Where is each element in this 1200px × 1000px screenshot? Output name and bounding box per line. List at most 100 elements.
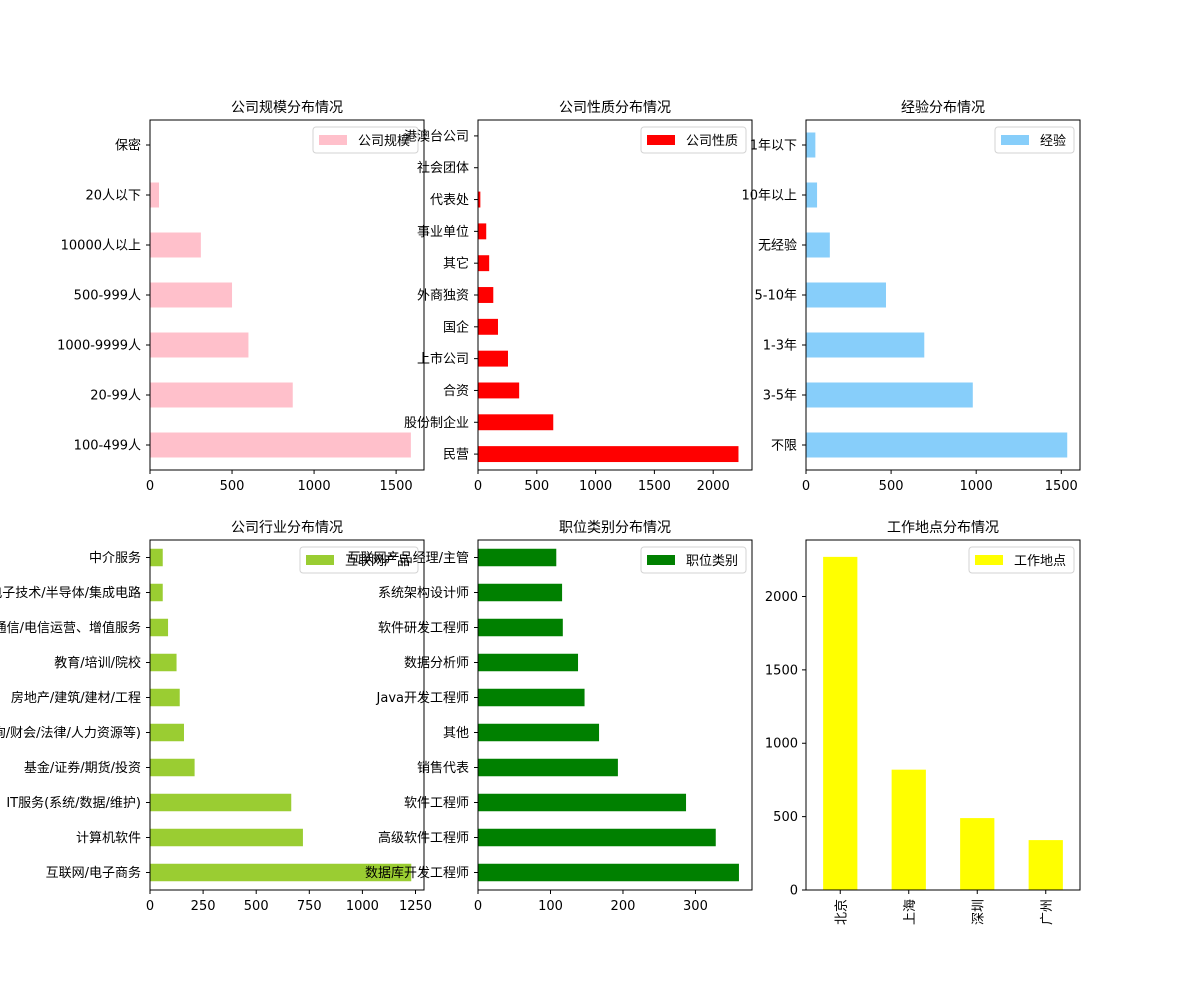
bar [478,318,498,335]
y-tick-label: 软件工程师 [404,796,469,811]
bar [478,653,579,672]
y-tick-label: 民营 [443,448,469,463]
y-tick-label: 基金/证券/期货/投资 [24,760,141,776]
bar [478,191,481,208]
y-tick-label: 不限 [771,439,797,454]
x-tick-label: 1000 [960,479,993,494]
y-tick-label: 1年以下 [750,139,797,154]
x-tick-label: 500 [220,479,245,494]
y-tick-label: 合资 [443,384,469,399]
chart-title: 工作地点分布情况 [887,520,999,536]
y-tick-label: 代表处 [430,193,469,208]
bar [478,618,563,637]
y-tick-label: Java开发工程师 [376,690,469,706]
x-tick-label: 250 [191,899,216,914]
bar [806,382,973,408]
y-tick-label: 10年以上 [741,189,797,204]
y-tick-label: 外商独资 [417,289,469,304]
x-tick-label: 100 [538,899,563,914]
bar [478,446,739,463]
bar [478,350,508,367]
x-tick-label: 500 [244,899,269,914]
legend: 工作地点 [968,546,1075,574]
bar [806,432,1068,458]
legend-label: 经验 [1040,133,1066,149]
bar [150,863,412,882]
bar [478,723,600,742]
legend: 互联网产品 [299,546,419,574]
x-tick-label: 1250 [399,899,432,914]
legend-label: 公司性质 [686,134,738,149]
bar [478,828,716,847]
bar [478,583,563,602]
y-tick-label: 500-999人 [74,289,141,304]
bar [478,223,487,240]
legend-label: 工作地点 [1014,554,1066,569]
x-tick-label: 0 [802,479,810,494]
legend-swatch [647,555,675,565]
y-tick-label: 社会团体 [417,160,469,176]
chart-company-type: 民营 股份制企业 合资 上市公司 国企 外商独资 其它 事业单位 代表处 社会团体 港澳台公司 0 50… [404,100,753,494]
bar [478,414,554,431]
x-tick-label: 500 [524,479,549,494]
bar [150,382,293,408]
bar [150,432,411,458]
bar [823,556,858,890]
bar [150,332,249,358]
x-tick-label: 2000 [697,479,730,494]
axes-frame [805,119,1081,471]
x-tick-label: 1000 [298,479,331,494]
y-tick-label: 通信/电信运营、增值服务 [0,620,141,636]
chart-title: 公司规模分布情况 [231,100,343,116]
bar [150,758,195,777]
x-tick-label: 750 [297,899,322,914]
axes-frame [149,539,425,891]
y-tick-label: 数据库开发工程师 [365,865,469,881]
y-tick-label: 其他 [443,726,469,741]
chart-job-category: 数据库开发工程师 高级软件工程师 软件工程师 销售代表 其他 Java开发工程师 数据分析师… [348,520,753,914]
bar [806,182,818,208]
x-tick-label: 1000 [579,479,612,494]
y-tick-label: 事业单位 [417,225,469,240]
legend-frame [968,546,1075,574]
legend: 经验 [994,126,1075,154]
legend-swatch [647,135,675,145]
x-tick-label: 北京 [834,899,849,925]
y-tick-label: 1000-9999人 [57,339,141,354]
bar [478,255,490,272]
y-tick-label: 无经验 [758,238,797,254]
y-tick-label: 上市公司 [417,351,469,367]
bar [150,793,292,812]
legend-label: 互联网产品 [345,554,410,569]
legend-label: 公司规模 [358,134,410,149]
y-tick-label: 港澳台公司 [404,128,469,144]
bar [478,287,494,303]
legend-frame [994,126,1075,154]
y-tick-label: 专业服务(咨询/财会/法律/人力资源等) [0,725,141,741]
y-tick-label: 20-99人 [90,389,141,404]
y-tick-label: 高级软件工程师 [378,830,469,846]
y-tick-label: 其它 [443,256,469,272]
x-tick-label: 0 [474,479,482,494]
y-tick-label: 1-3年 [763,339,797,354]
x-tick-label: 1000 [346,899,379,914]
axes-frame [477,539,753,891]
y-tick-label: 中介服务 [89,550,141,566]
y-tick-label: 3-5年 [763,389,797,404]
bar [150,618,169,637]
y-tick-label: 10000人以上 [61,239,141,254]
axes-frame [149,119,425,471]
legend-label: 职位类别 [686,554,738,569]
y-tick-label: 计算机软件 [76,831,141,846]
bar [150,182,160,208]
legend-swatch [306,555,334,565]
legend-frame [640,126,747,154]
bar [806,132,816,158]
bar [960,818,995,890]
bar [150,723,184,742]
y-tick-label: 1500 [765,663,798,678]
x-tick-label: 0 [146,479,154,494]
x-tick-label: 500 [879,479,904,494]
y-tick-label: 500 [773,810,798,825]
